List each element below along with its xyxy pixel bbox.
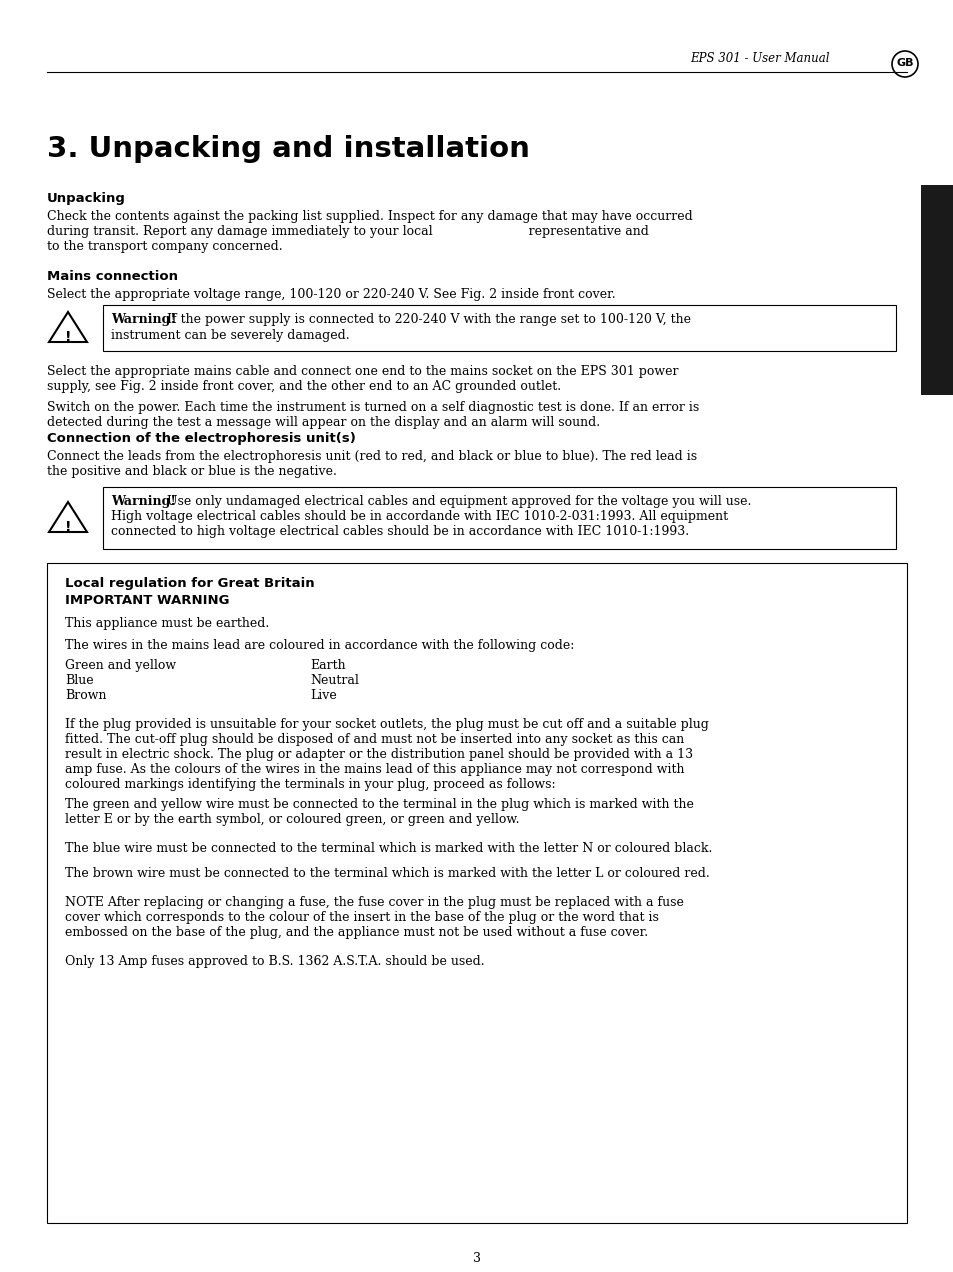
Text: detected during the test a message will appear on the display and an alarm will : detected during the test a message will …	[47, 416, 599, 429]
Text: This appliance must be earthed.: This appliance must be earthed.	[65, 617, 269, 630]
Text: Mains connection: Mains connection	[47, 270, 178, 282]
Text: 3: 3	[473, 1252, 480, 1264]
Text: to the transport company concerned.: to the transport company concerned.	[47, 240, 282, 253]
Text: Blue: Blue	[65, 674, 93, 687]
Text: !: !	[65, 329, 71, 343]
Text: during transit. Report any damage immediately to your local                     : during transit. Report any damage immedi…	[47, 225, 648, 238]
Text: Warning!: Warning!	[111, 313, 175, 326]
FancyBboxPatch shape	[920, 184, 953, 396]
Text: Check the contents against the packing list supplied. Inspect for any damage tha: Check the contents against the packing l…	[47, 210, 692, 223]
FancyBboxPatch shape	[103, 487, 895, 550]
FancyBboxPatch shape	[47, 563, 906, 1222]
Text: The green and yellow wire must be connected to the terminal in the plug which is: The green and yellow wire must be connec…	[65, 798, 693, 812]
Text: letter E or by the earth symbol, or coloured green, or green and yellow.: letter E or by the earth symbol, or colo…	[65, 813, 519, 826]
Text: Connection of the electrophoresis unit(s): Connection of the electrophoresis unit(s…	[47, 432, 355, 445]
Text: The brown wire must be connected to the terminal which is marked with the letter: The brown wire must be connected to the …	[65, 868, 709, 880]
Text: Switch on the power. Each time the instrument is turned on a self diagnostic tes: Switch on the power. Each time the instr…	[47, 401, 699, 413]
Text: Live: Live	[310, 689, 336, 702]
Text: Select the appropriate mains cable and connect one end to the mains socket on th: Select the appropriate mains cable and c…	[47, 365, 678, 378]
Text: Only 13 Amp fuses approved to B.S. 1362 A.S.T.A. should be used.: Only 13 Amp fuses approved to B.S. 1362 …	[65, 955, 484, 968]
Text: Unpacking: Unpacking	[47, 192, 126, 205]
Text: Neutral: Neutral	[310, 674, 358, 687]
Text: Earth: Earth	[310, 659, 345, 672]
Text: If the plug provided is unsuitable for your socket outlets, the plug must be cut: If the plug provided is unsuitable for y…	[65, 717, 708, 731]
Text: connected to high voltage electrical cables should be in accordance with IEC 101: connected to high voltage electrical cab…	[111, 525, 688, 538]
FancyBboxPatch shape	[103, 305, 895, 351]
Text: coloured markings identifying the terminals in your plug, proceed as follows:: coloured markings identifying the termin…	[65, 778, 555, 791]
Text: result in electric shock. The plug or adapter or the distribution panel should b: result in electric shock. The plug or ad…	[65, 748, 693, 761]
Text: Local regulation for Great Britain: Local regulation for Great Britain	[65, 577, 314, 590]
Text: fitted. The cut-off plug should be disposed of and must not be inserted into any: fitted. The cut-off plug should be dispo…	[65, 733, 683, 745]
Text: If the power supply is connected to 220-240 V with the range set to 100-120 V, t: If the power supply is connected to 220-…	[163, 313, 690, 326]
Text: Green and yellow: Green and yellow	[65, 659, 176, 672]
Text: Warning!: Warning!	[111, 495, 175, 508]
Text: The wires in the mains lead are coloured in accordance with the following code:: The wires in the mains lead are coloured…	[65, 639, 574, 653]
Text: High voltage electrical cables should be in accordande with IEC 1010-2-031:1993.: High voltage electrical cables should be…	[111, 510, 727, 523]
Text: EPS 301 - User Manual: EPS 301 - User Manual	[689, 52, 828, 65]
Text: instrument can be severely damaged.: instrument can be severely damaged.	[111, 329, 349, 342]
Text: Brown: Brown	[65, 689, 107, 702]
Text: supply, see Fig. 2 inside front cover, and the other end to an AC grounded outle: supply, see Fig. 2 inside front cover, a…	[47, 380, 560, 393]
Text: Select the appropriate voltage range, 100-120 or 220-240 V. See Fig. 2 inside fr: Select the appropriate voltage range, 10…	[47, 287, 615, 301]
Text: Use only undamaged electrical cables and equipment approved for the voltage you : Use only undamaged electrical cables and…	[163, 495, 751, 508]
Text: the positive and black or blue is the negative.: the positive and black or blue is the ne…	[47, 466, 336, 478]
Text: amp fuse. As the colours of the wires in the mains lead of this appliance may no: amp fuse. As the colours of the wires in…	[65, 763, 684, 776]
Text: GB: GB	[896, 59, 914, 67]
Text: The blue wire must be connected to the terminal which is marked with the letter : The blue wire must be connected to the t…	[65, 842, 712, 855]
Text: cover which corresponds to the colour of the insert in the base of the plug or t: cover which corresponds to the colour of…	[65, 911, 659, 923]
Text: Connect the leads from the electrophoresis unit (red to red, and black or blue t: Connect the leads from the electrophores…	[47, 450, 697, 463]
Text: IMPORTANT WARNING: IMPORTANT WARNING	[65, 594, 230, 607]
Text: NOTE After replacing or changing a fuse, the fuse cover in the plug must be repl: NOTE After replacing or changing a fuse,…	[65, 895, 683, 909]
Text: !: !	[65, 520, 71, 534]
Text: 3. Unpacking and installation: 3. Unpacking and installation	[47, 135, 529, 163]
Text: embossed on the base of the plug, and the appliance must not be used without a f: embossed on the base of the plug, and th…	[65, 926, 647, 939]
